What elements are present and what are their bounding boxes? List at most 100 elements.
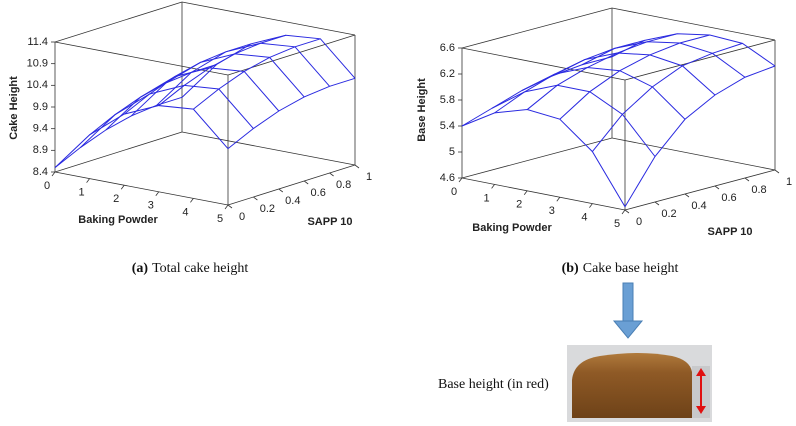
box-edge: [227, 164, 356, 206]
surface-wire: [611, 33, 776, 67]
arrow-head: [612, 320, 644, 339]
z-tick-label: 5: [449, 146, 455, 158]
y-axis-label: SAPP 10: [707, 226, 752, 238]
z-tick-label: 4.6: [440, 172, 455, 184]
y-tick-label: 0: [636, 216, 642, 228]
y-tick-label: 0.8: [336, 179, 351, 191]
surface-wire: [130, 53, 305, 117]
y-axis-label: SAPP 10: [307, 216, 352, 228]
caption-text: Total cake height: [152, 261, 248, 276]
y-tick-label: 0.2: [661, 208, 676, 220]
z-axis-label: Cake Height: [8, 76, 20, 140]
y-tick-label: 0.8: [751, 184, 766, 196]
surface-wire: [181, 34, 356, 98]
z-tick-label: 8.4: [33, 166, 48, 178]
y-tick-label: 1: [786, 176, 792, 188]
photo-label: Base height (in red): [438, 377, 549, 392]
surface-wire: [54, 96, 183, 169]
x-axis-label: Baking Powder: [78, 214, 158, 226]
box-edge: [54, 171, 229, 206]
x-tick: [589, 203, 593, 208]
surface-wire: [193, 38, 321, 110]
caption: (b) Cake base height: [562, 261, 679, 276]
box-edge: [624, 39, 776, 81]
y-tick: [744, 177, 750, 182]
surface-wire: [80, 84, 254, 148]
z-tick-label: 5.4: [440, 120, 455, 132]
y-tick-label: 0.2: [260, 203, 275, 215]
z-tick-label: 10.9: [27, 58, 48, 70]
y-tick: [654, 201, 660, 206]
surface: [461, 33, 776, 208]
box-edge: [611, 7, 776, 41]
surface-wire: [551, 52, 716, 96]
x-tick: [491, 184, 495, 189]
x-tick: [458, 177, 463, 183]
x-tick-label: 3: [549, 205, 555, 217]
z-tick-label: 8.9: [33, 144, 48, 156]
box-edge: [624, 169, 776, 211]
surface-wire: [54, 105, 229, 169]
y-tick: [253, 196, 258, 201]
x-tick: [51, 171, 56, 177]
surface-wire: [89, 64, 217, 136]
y-tick: [303, 180, 309, 185]
x-tick-label: 1: [484, 192, 490, 204]
arrow-shaft: [622, 282, 634, 322]
y-tick-label: 0: [239, 211, 245, 223]
y-tick-label: 0.6: [721, 192, 736, 204]
surface-wire: [592, 42, 743, 152]
surface-wire: [105, 67, 280, 131]
x-tick: [86, 178, 90, 183]
box-edge: [181, 1, 356, 36]
z-tick-label: 6.2: [440, 68, 455, 80]
box-edge: [461, 177, 626, 211]
z-tick-label: 11.4: [27, 36, 48, 48]
x-tick: [523, 190, 528, 196]
caption-text: Cake base height: [583, 261, 679, 276]
y-tick-label: 0.4: [285, 195, 300, 207]
x-tick: [224, 204, 229, 210]
box-edge: [181, 131, 356, 166]
y-tick: [684, 193, 690, 198]
x-tick-label: 0: [44, 180, 50, 192]
surface-wire: [526, 33, 678, 110]
x-tick-label: 0: [451, 186, 457, 198]
surface-wire: [491, 84, 656, 157]
z-tick-label: 9.4: [33, 123, 48, 135]
y-tick: [278, 188, 284, 193]
z-tick-label: 9.9: [33, 101, 48, 113]
surface-wire: [521, 67, 686, 120]
x-tick-label: 4: [581, 212, 587, 224]
z-tick-label: 6.6: [440, 42, 455, 54]
y-tick-label: 1: [366, 171, 372, 183]
x-axis-label: Baking Powder: [472, 222, 552, 234]
x-tick: [621, 209, 626, 215]
x-tick-label: 2: [113, 193, 119, 205]
caption: (a) Total cake height: [132, 261, 249, 276]
red-arrow-head: [696, 406, 706, 414]
box-edge: [54, 131, 183, 173]
box-edge: [54, 1, 183, 43]
red-arrow-head: [696, 368, 706, 376]
x-tick-label: 1: [79, 187, 85, 199]
y-tick: [774, 169, 780, 174]
x-tick-label: 4: [182, 206, 188, 218]
y-tick: [714, 185, 720, 190]
caption-label: (b): [562, 261, 579, 276]
y-tick-label: 0.6: [311, 187, 326, 199]
x-tick: [190, 198, 194, 203]
y-tick: [354, 164, 360, 169]
x-tick-label: 5: [614, 218, 620, 230]
y-tick: [624, 209, 630, 214]
y-tick-label: 0.4: [691, 200, 706, 212]
box-edge: [461, 137, 613, 179]
surface: [54, 34, 356, 169]
surface-wire: [581, 41, 746, 78]
y-tick: [227, 204, 233, 209]
box-edge: [461, 7, 613, 49]
x-tick: [556, 196, 561, 202]
surface-wire: [158, 34, 286, 106]
x-tick: [120, 184, 125, 190]
